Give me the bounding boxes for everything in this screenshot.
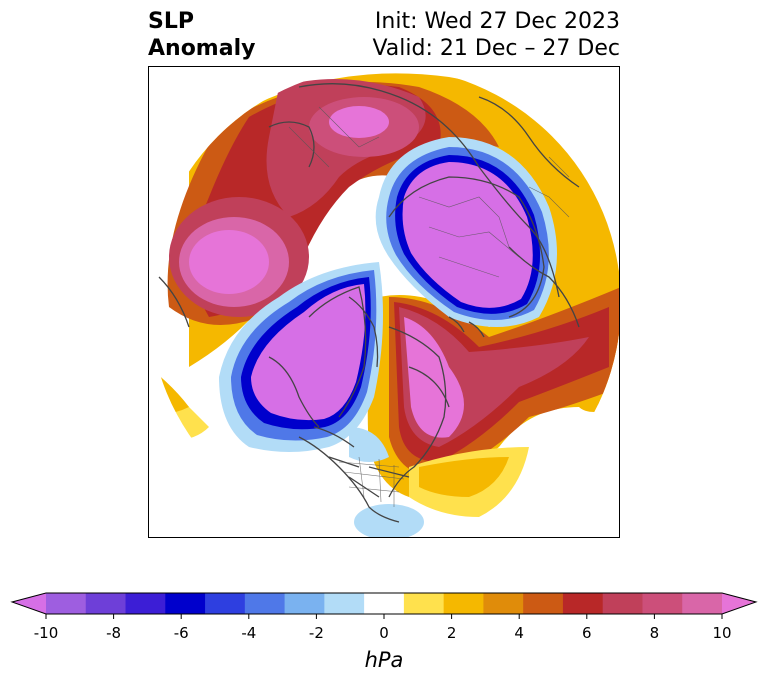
colorbar-segment <box>46 593 87 614</box>
colorbar-segment <box>324 593 365 614</box>
colorbar-tick-label: 2 <box>446 624 457 642</box>
colorbar-segment <box>602 593 643 614</box>
colorbar-segment <box>483 593 524 614</box>
valid-range: Valid: 21 Dec – 27 Dec <box>372 36 620 61</box>
colorbar-tick-label: 6 <box>582 624 592 642</box>
colorbar-min-extension <box>12 593 46 614</box>
positive-anomaly-region-atlantic <box>367 267 619 497</box>
colorbar-segment <box>403 593 445 614</box>
anomaly-map-svg <box>149 67 619 537</box>
colorbar-tick-label: 4 <box>514 624 524 642</box>
colorbar-segment <box>125 593 166 614</box>
colorbar-tick-label: -8 <box>106 624 122 642</box>
colorbar-tick-label: -2 <box>308 624 324 642</box>
colorbar-segment <box>443 593 484 614</box>
colorbar-segment <box>205 593 246 614</box>
negative-anomaly-pacific <box>219 262 383 452</box>
colorbar-segment <box>562 593 604 614</box>
colorbar-segment <box>85 593 127 614</box>
colorbar-max-extension <box>722 593 756 614</box>
colorbar-tick-label: 8 <box>649 624 660 642</box>
polar-map <box>148 66 620 538</box>
date-info: Init: Wed 27 Dec 2023 Valid: 21 Dec – 27… <box>372 8 620 62</box>
colorbar-tick-label: -4 <box>241 624 257 642</box>
colorbar-segment <box>244 593 286 614</box>
title-line-2: Anomaly <box>148 36 256 61</box>
title-line-1: SLP <box>148 9 194 34</box>
colorbar-tick-label: -6 <box>173 624 189 642</box>
colorbar-segment <box>642 593 683 614</box>
init-date: Init: Wed 27 Dec 2023 <box>374 9 620 34</box>
colorbar-units: hPa <box>364 648 404 672</box>
colorbar-tick-label: 0 <box>379 624 389 642</box>
chart-title: SLP Anomaly <box>148 8 255 62</box>
colorbar-tick-label: -10 <box>33 624 59 642</box>
colorbar-tick-label: 10 <box>712 624 732 642</box>
colorbar-segment <box>682 593 723 614</box>
country-borders <box>288 106 570 507</box>
colorbar-segment <box>364 593 405 614</box>
colorbar-segment <box>523 593 564 614</box>
colorbar <box>10 592 758 619</box>
coastlines <box>158 83 580 523</box>
negative-anomaly-southwest <box>349 427 424 537</box>
positive-anomaly-region-north <box>167 73 619 417</box>
colorbar-segment <box>165 593 206 614</box>
colorbar-segment <box>284 593 325 614</box>
